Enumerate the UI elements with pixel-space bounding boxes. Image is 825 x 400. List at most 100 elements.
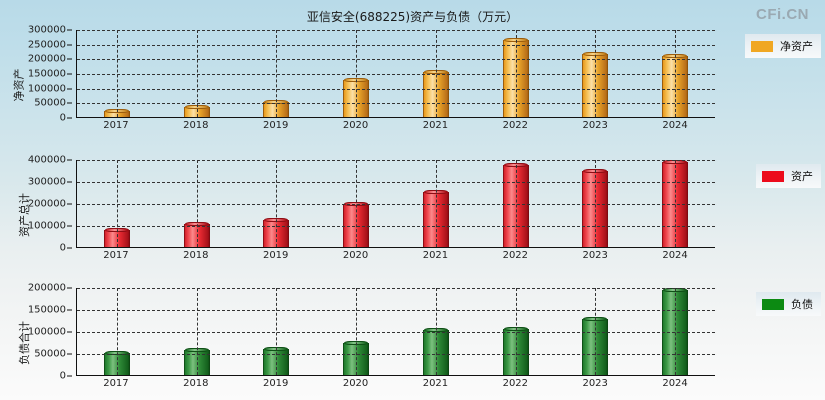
gridline-vertical <box>595 160 597 247</box>
gridline-vertical <box>435 160 437 247</box>
gridline-horizontal <box>77 59 715 61</box>
gridline-horizontal <box>77 182 715 183</box>
panel-total-assets-xlabels: 2017 2018 2019 2020 2021 2022 2023 2024 <box>76 250 715 266</box>
gridline-horizontal <box>77 88 715 90</box>
gridline-vertical <box>675 30 677 117</box>
gridline-horizontal <box>77 30 715 31</box>
xtick-label: 2021 <box>422 250 449 261</box>
ytick-label: 150000 <box>27 68 66 80</box>
ytick-mark <box>67 102 72 104</box>
ytick-mark <box>67 29 72 31</box>
xtick-label: 2019 <box>262 250 289 261</box>
ytick-mark <box>67 44 72 46</box>
xtick-label: 2019 <box>262 378 289 389</box>
xtick-label: 2022 <box>502 378 529 389</box>
gridline-vertical <box>196 288 198 375</box>
panel-total-assets: 资产总计 0 100000 200000 300000 400000 2017 2018 2… <box>0 155 825 270</box>
ytick-label: 100000 <box>27 326 66 338</box>
ytick-label: 50000 <box>34 348 66 360</box>
legend-swatch-icon-total-liabilities <box>762 298 784 310</box>
panel-net-assets-xlabels: 2017 2018 2019 2020 2021 2022 2023 2024 <box>76 120 715 136</box>
gridline-vertical <box>515 30 517 117</box>
gridline-vertical <box>356 30 358 117</box>
ytick-mark <box>67 375 72 377</box>
ytick-label: 200000 <box>27 198 66 210</box>
ytick-mark <box>67 353 72 355</box>
gridline-vertical <box>515 160 517 247</box>
xtick-label: 2023 <box>582 250 608 261</box>
panel-net-assets-plot <box>76 30 715 118</box>
gridline-vertical <box>276 160 278 247</box>
ytick-label: 0 <box>59 112 66 124</box>
gridline-horizontal <box>77 288 715 289</box>
ytick-label: 200000 <box>27 53 66 65</box>
xtick-label: 2020 <box>342 120 369 131</box>
ytick-label: 300000 <box>27 24 66 36</box>
ytick-mark <box>67 181 72 183</box>
gridline-horizontal <box>77 160 715 161</box>
gridline-vertical <box>116 30 118 117</box>
gridline-vertical <box>196 160 198 247</box>
legend-swatch-icon-net-assets <box>751 40 773 52</box>
ytick-label: 250000 <box>27 39 66 51</box>
panel-total-liabilities-yticks: 0 50000 100000 150000 200000 <box>20 283 72 382</box>
ytick-mark <box>67 247 72 249</box>
gridline-vertical <box>675 160 677 247</box>
panel-total-liabilities-plot <box>76 288 715 376</box>
panel-net-assets-yticks: 0 50000 100000 150000 200000 250000 300000 <box>20 25 72 124</box>
gridline-vertical <box>356 288 358 375</box>
watermark-label: CFi.CN <box>756 6 809 23</box>
ytick-mark <box>67 159 72 161</box>
gridline-vertical <box>356 160 358 247</box>
gridline-vertical <box>435 288 437 375</box>
ytick-label: 150000 <box>27 304 66 316</box>
gridline-vertical <box>276 30 278 117</box>
gridline-vertical <box>595 288 597 375</box>
ytick-mark <box>67 225 72 227</box>
xtick-label: 2023 <box>582 378 608 389</box>
panel-total-liabilities: 负债合计 0 50000 100000 150000 200000 2017 2018 20… <box>0 283 825 398</box>
xtick-label: 2020 <box>342 378 369 389</box>
gridline-horizontal <box>77 354 715 355</box>
xtick-label: 2024 <box>662 250 688 261</box>
legend-swatch-icon-total-assets <box>762 170 784 182</box>
ytick-mark <box>67 287 72 289</box>
xtick-label: 2019 <box>262 120 289 131</box>
panel-net-assets: 净资产 0 50000 100000 150000 200000 250000 300000… <box>0 25 825 140</box>
gridline-vertical <box>116 160 118 247</box>
ytick-label: 200000 <box>27 282 66 294</box>
ytick-mark <box>67 73 72 75</box>
gridline-vertical <box>675 288 677 375</box>
gridline-vertical <box>276 288 278 375</box>
gridline-vertical <box>116 288 118 375</box>
legend-label-total-liabilities: 负债 <box>791 298 813 311</box>
xtick-label: 2020 <box>342 250 369 261</box>
legend-net-assets[interactable]: 净资产 <box>745 34 821 58</box>
xtick-label: 2024 <box>662 378 688 389</box>
gridline-horizontal <box>77 44 715 46</box>
ytick-mark <box>67 117 72 119</box>
xtick-label: 2017 <box>103 378 129 389</box>
xtick-label: 2018 <box>183 250 209 261</box>
ytick-label: 0 <box>59 370 66 382</box>
panel-total-assets-yticks: 0 100000 200000 300000 400000 <box>20 155 72 254</box>
legend-label-total-assets: 资产 <box>791 170 813 183</box>
legend-total-liabilities[interactable]: 负债 <box>756 292 821 316</box>
xtick-label: 2021 <box>422 120 449 131</box>
ytick-mark <box>67 88 72 90</box>
xtick-label: 2017 <box>103 250 129 261</box>
panel-total-assets-plot <box>76 160 715 248</box>
legend-total-assets[interactable]: 资产 <box>756 164 821 188</box>
xtick-label: 2024 <box>662 120 688 131</box>
ytick-label: 400000 <box>27 154 66 166</box>
xtick-label: 2018 <box>183 120 209 131</box>
gridline-horizontal <box>77 103 715 105</box>
ytick-label: 100000 <box>27 83 66 95</box>
gridline-vertical <box>515 288 517 375</box>
xtick-label: 2017 <box>103 120 129 131</box>
xtick-label: 2018 <box>183 378 209 389</box>
gridline-horizontal <box>77 204 715 205</box>
ytick-mark <box>67 331 72 333</box>
page-title: 亚信安全(688225)资产与负债（万元） <box>306 10 519 24</box>
